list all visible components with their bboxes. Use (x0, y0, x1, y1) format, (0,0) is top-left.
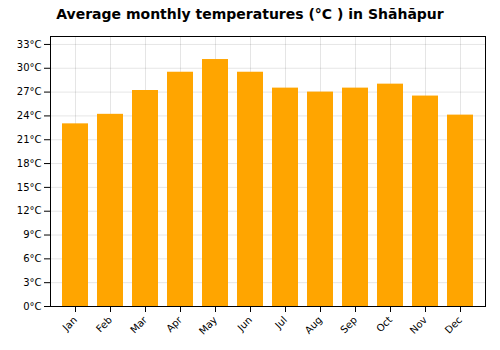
html-text:Average monthly temperatures (: Average monthly temperatures (°C ) in Sh… (56, 6, 444, 22)
svg-text:3°C: 3°C (23, 277, 41, 288)
svg-text:15°C: 15°C (17, 182, 42, 193)
svg-text:Sep: Sep (338, 314, 359, 335)
svg-text:33°C: 33°C (17, 39, 42, 50)
svg-text:Jan: Jan (60, 314, 79, 333)
svg-text:30°C: 30°C (17, 62, 42, 73)
svg-text:18°C: 18°C (17, 158, 42, 169)
svg-text:May: May (197, 314, 219, 336)
svg-text:0°C: 0°C (23, 301, 41, 312)
svg-text:Aug: Aug (303, 314, 325, 336)
svg-text:Apr: Apr (164, 314, 185, 335)
svg-text:21°C: 21°C (17, 134, 42, 145)
svg-text:Jul: Jul (272, 314, 289, 331)
svg-text:Oct: Oct (374, 314, 394, 334)
svg-text:Feb: Feb (94, 314, 114, 334)
svg-text:12°C: 12°C (17, 205, 42, 216)
svg-text:Mar: Mar (128, 314, 150, 336)
svg-text:Dec: Dec (443, 314, 464, 335)
svg-text:24°C: 24°C (17, 110, 42, 121)
svg-text:Jun: Jun (235, 314, 255, 334)
svg-text:6°C: 6°C (23, 253, 41, 264)
svg-text:27°C: 27°C (17, 86, 42, 97)
svg-text:9°C: 9°C (23, 229, 41, 240)
svg-text:Nov: Nov (408, 314, 430, 336)
